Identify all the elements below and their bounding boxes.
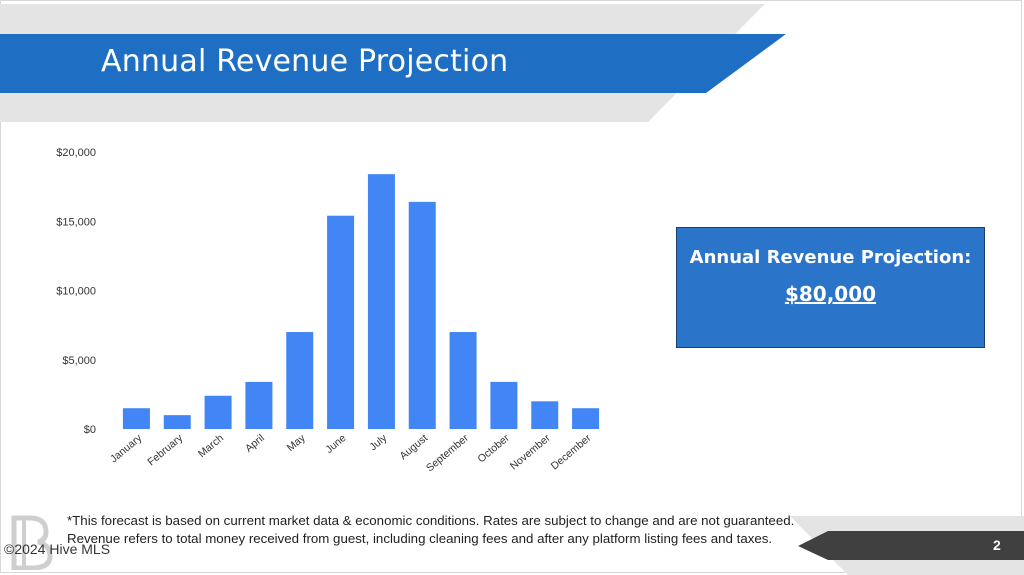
x-tick-label: August: [397, 432, 430, 462]
bar-november: [531, 401, 559, 429]
y-tick-label: $20,000: [56, 147, 96, 159]
hive-logo-icon: [11, 515, 53, 570]
bar-september: [449, 332, 477, 429]
x-tick-label: November: [508, 432, 553, 473]
y-tick-label: $0: [84, 424, 96, 436]
x-tick-label: September: [424, 432, 471, 475]
summary-label: Annual Revenue Projection:: [689, 247, 972, 268]
footer-dark-shape: [798, 531, 1024, 560]
x-tick-label: June: [323, 432, 348, 456]
banner-blue-shape: [0, 34, 786, 93]
bar-july: [367, 174, 395, 429]
footnote: *This forecast is based on current marke…: [67, 513, 795, 546]
bar-december: [572, 408, 600, 429]
x-tick-label: April: [243, 432, 267, 455]
x-tick-label: July: [367, 432, 390, 454]
page-number: 2: [993, 537, 1001, 553]
bar-october: [490, 381, 518, 429]
y-tick-label: $15,000: [56, 216, 96, 228]
bar-january: [122, 408, 150, 429]
copyright-text: ©2024 Hive MLS: [4, 541, 111, 557]
bar-march: [204, 395, 232, 429]
bar-august: [408, 201, 436, 429]
summary-value: $80,000: [784, 282, 877, 306]
title-banner: [0, 4, 786, 122]
x-tick-label: March: [196, 432, 226, 460]
bar-june: [327, 215, 355, 429]
slide-title: Annual Revenue Projection: [101, 44, 509, 79]
x-tick-label: December: [549, 432, 594, 473]
y-tick-label: $5,000: [62, 355, 96, 367]
y-tick-label: $10,000: [56, 286, 96, 298]
bar-february: [163, 415, 191, 429]
revenue-bar-chart: $0 $5,000 $10,000 $15,000 $20,000 January Febr…: [56, 147, 600, 475]
footer-decoration: [790, 516, 1024, 575]
x-tick-label: October: [476, 432, 513, 466]
x-tick-label: May: [285, 432, 308, 454]
x-tick-label: January: [108, 432, 145, 466]
bar-may: [286, 332, 314, 429]
summary-box: Annual Revenue Projection: $80,000: [676, 227, 985, 348]
x-tick-label: February: [145, 432, 185, 469]
bar-april: [245, 381, 273, 429]
